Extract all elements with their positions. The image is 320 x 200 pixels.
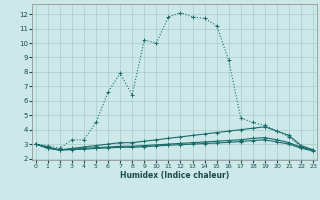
X-axis label: Humidex (Indice chaleur): Humidex (Indice chaleur) xyxy=(120,171,229,180)
